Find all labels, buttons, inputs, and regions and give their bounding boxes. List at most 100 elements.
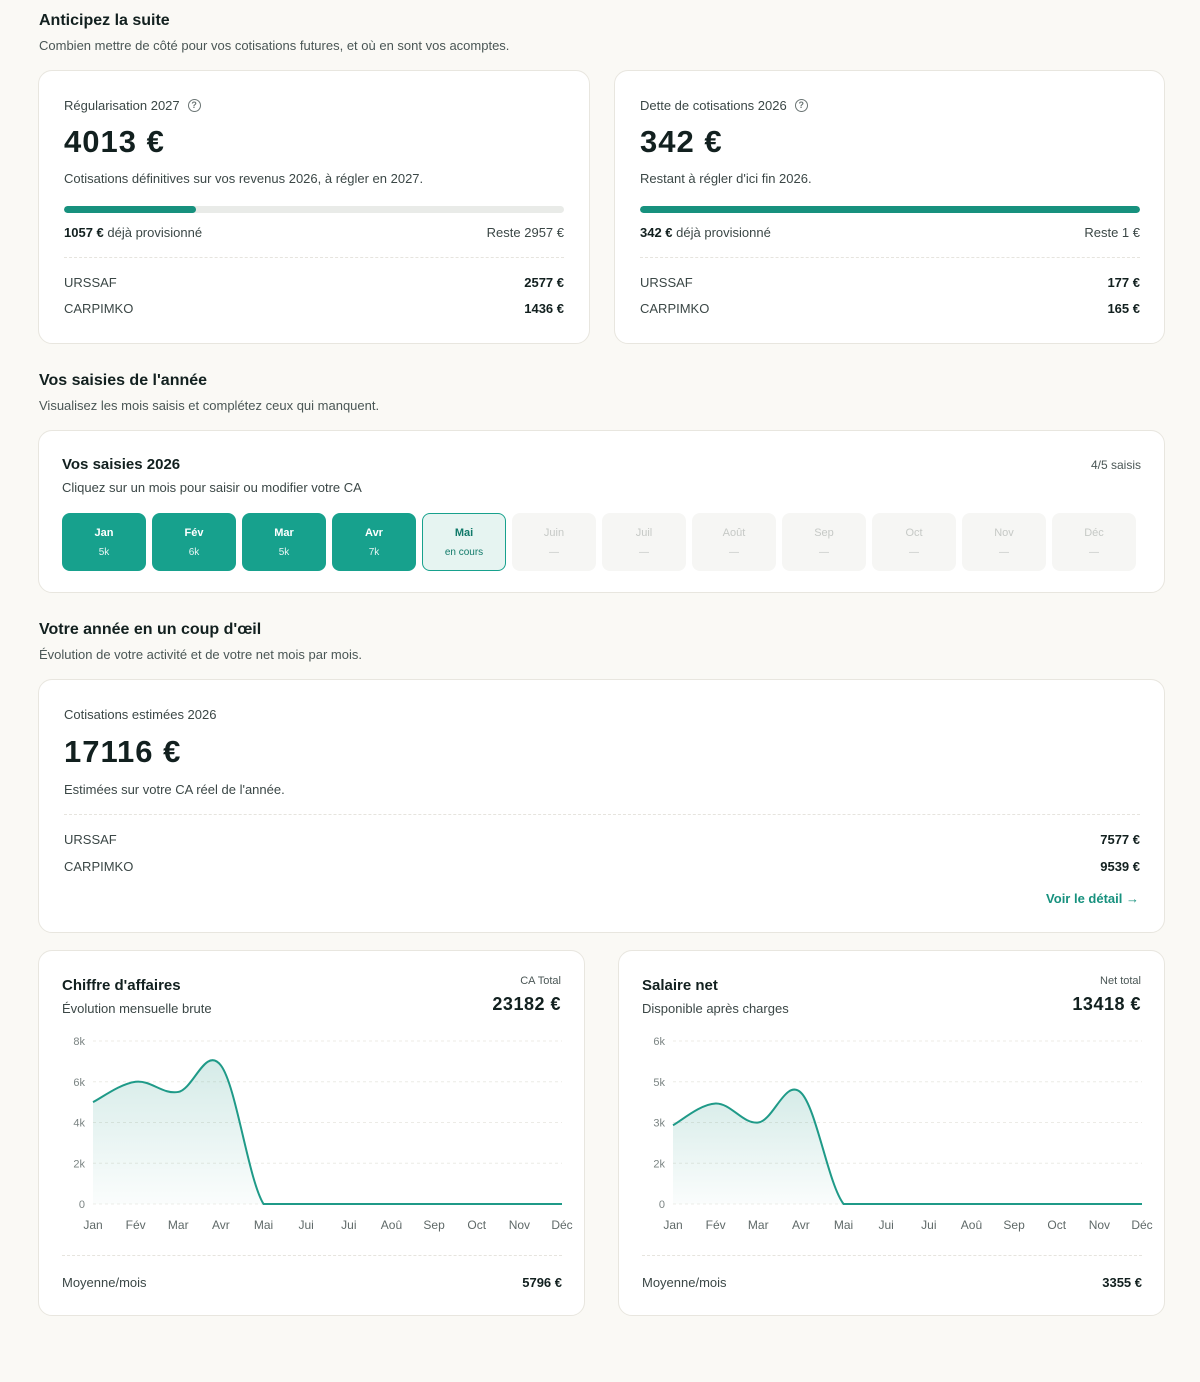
entries-card-title: Vos saisies 2026 <box>62 456 181 473</box>
x-tick-label: Jan <box>83 1218 102 1232</box>
salary-average-row: Moyenne/mois 3355 € <box>642 1275 1142 1290</box>
y-tick-label: 8k <box>73 1036 85 1048</box>
regularisation-label: Régularisation 2027 <box>64 98 180 113</box>
section-title-overview: Votre année en un coup d'œil <box>39 621 262 638</box>
salary-total-value: 13418 € <box>1072 994 1141 1014</box>
see-detail-link[interactable]: Voir le détail → <box>1046 891 1139 906</box>
month-tile[interactable]: Juin — <box>512 513 596 571</box>
debt-amount: 342 € <box>640 124 723 159</box>
x-tick-label: Fév <box>706 1218 726 1232</box>
salary-area-chart: 0 2k 3k 5k 6k Jan Fév Mar Avr Mai Jui Jui Aoû Sep Oct N… <box>653 1036 1152 1232</box>
month-label: Jan <box>94 526 114 539</box>
month-tile[interactable]: Nov — <box>962 513 1046 571</box>
x-tick-label: Déc <box>1131 1218 1152 1232</box>
month-label: Mar <box>274 526 294 539</box>
month-label: Août <box>722 526 746 539</box>
month-tile[interactable]: Avr 7k <box>332 513 416 571</box>
estimate-line-urssaf: URSSAF 7577 € <box>64 832 1140 847</box>
salary-total-label: Net total <box>1100 975 1141 987</box>
x-tick-label: Nov <box>509 1218 530 1232</box>
month-tile[interactable]: Fév 6k <box>152 513 236 571</box>
month-value: — <box>549 546 559 558</box>
month-grid: Jan 5k Fév 6k Mar 5k Avr 7k Mai en cours Juin — Juil… <box>62 513 1136 571</box>
month-value: en cours <box>444 546 484 558</box>
month-tile[interactable]: Oct — <box>872 513 956 571</box>
x-tick-label: Sep <box>1003 1218 1025 1232</box>
line-value: 165 € <box>1107 301 1140 316</box>
estimate-card: Cotisations estimées 2026 17116 € Estimé… <box>38 679 1165 933</box>
x-tick-label: Avr <box>212 1218 230 1232</box>
x-tick-label: Jui <box>299 1218 314 1232</box>
x-tick-label: Nov <box>1089 1218 1110 1232</box>
section-title-anticipate: Anticipez la suite <box>39 12 170 29</box>
revenue-total-value: 23182 € <box>492 994 561 1014</box>
average-value: 5796 € <box>522 1275 562 1290</box>
month-tile[interactable]: Sep — <box>782 513 866 571</box>
y-tick-label: 2k <box>73 1158 85 1170</box>
revenue-area-chart: 0 2k 4k 6k 8k Jan Fév Mar Avr Mai Jui Jui Aoû Sep Oct N… <box>73 1036 572 1232</box>
section-subtitle-entries: Visualisez les mois saisis et complétez … <box>39 398 380 413</box>
month-value: — <box>639 546 649 558</box>
month-value: 7k <box>368 546 380 558</box>
debt-label: Dette de cotisations 2026 <box>640 98 787 113</box>
x-tick-label: Aoû <box>381 1218 402 1232</box>
x-tick-label: Fév <box>126 1218 146 1232</box>
help-icon[interactable]: ? <box>794 99 808 112</box>
month-label: Fév <box>184 526 204 539</box>
debt-provisioned-text: déjà provisionné <box>676 225 771 240</box>
x-tick-label: Oct <box>1047 1218 1066 1232</box>
regularisation-amount: 4013 € <box>64 124 165 159</box>
line-name: CARPIMKO <box>640 301 710 316</box>
help-icon[interactable]: ? <box>187 99 201 112</box>
divider <box>642 1255 1142 1256</box>
estimate-line-carpimko: CARPIMKO 9539 € <box>64 859 1140 874</box>
salary-chart-title: Salaire net <box>642 977 718 994</box>
regularisation-provisioned-amount: 1057 € <box>64 225 104 240</box>
line-value: 2577 € <box>524 275 564 290</box>
month-tile[interactable]: Juil — <box>602 513 686 571</box>
series-area <box>673 1089 1142 1204</box>
month-tile[interactable]: Mai en cours <box>422 513 506 571</box>
line-name: CARPIMKO <box>64 301 134 316</box>
line-value: 9539 € <box>1100 859 1140 874</box>
debt-line-urssaf: URSSAF 177 € <box>640 275 1140 290</box>
y-tick-label: 6k <box>653 1036 665 1048</box>
series-area <box>93 1060 562 1204</box>
x-tick-label: Aoû <box>961 1218 982 1232</box>
x-tick-label: Mai <box>254 1218 273 1232</box>
regularisation-progress-fill <box>64 206 196 213</box>
month-value: — <box>819 546 829 558</box>
divider <box>62 1255 562 1256</box>
divider <box>640 257 1140 258</box>
month-value: — <box>1089 546 1099 558</box>
divider <box>64 257 564 258</box>
y-tick-label: 4k <box>73 1118 85 1130</box>
regularisation-description: Cotisations définitives sur vos revenus … <box>64 171 424 186</box>
x-tick-label: Mai <box>834 1218 853 1232</box>
average-label: Moyenne/mois <box>62 1275 147 1290</box>
month-label: Mai <box>454 526 474 539</box>
x-tick-label: Jan <box>663 1218 682 1232</box>
y-tick-label: 6k <box>73 1077 85 1089</box>
x-tick-label: Jui <box>921 1218 936 1232</box>
debt-line-carpimko: CARPIMKO 165 € <box>640 301 1140 316</box>
month-label: Juil <box>635 526 653 539</box>
x-tick-label: Déc <box>551 1218 572 1232</box>
month-tile[interactable]: Août — <box>692 513 776 571</box>
regularisation-remaining: Reste 2957 € <box>486 225 564 240</box>
debt-label-row: Dette de cotisations 2026 ? <box>640 98 808 113</box>
month-label: Juin <box>543 526 565 539</box>
debt-progress-row: 342 € déjà provisionné Reste 1 € <box>640 225 1140 240</box>
salary-chart-subtitle: Disponible après charges <box>642 1001 789 1016</box>
month-value: 6k <box>188 546 200 558</box>
regularisation-progress-row: 1057 € déjà provisionné Reste 2957 € <box>64 225 564 240</box>
month-tile[interactable]: Jan 5k <box>62 513 146 571</box>
month-value: — <box>909 546 919 558</box>
month-tile[interactable]: Mar 5k <box>242 513 326 571</box>
month-tile[interactable]: Déc — <box>1052 513 1136 571</box>
month-value: 5k <box>278 546 290 558</box>
divider <box>64 814 1140 815</box>
y-tick-label: 5k <box>653 1077 665 1089</box>
regularisation-line-urssaf: URSSAF 2577 € <box>64 275 564 290</box>
revenue-chart-title: Chiffre d'affaires <box>62 977 181 994</box>
